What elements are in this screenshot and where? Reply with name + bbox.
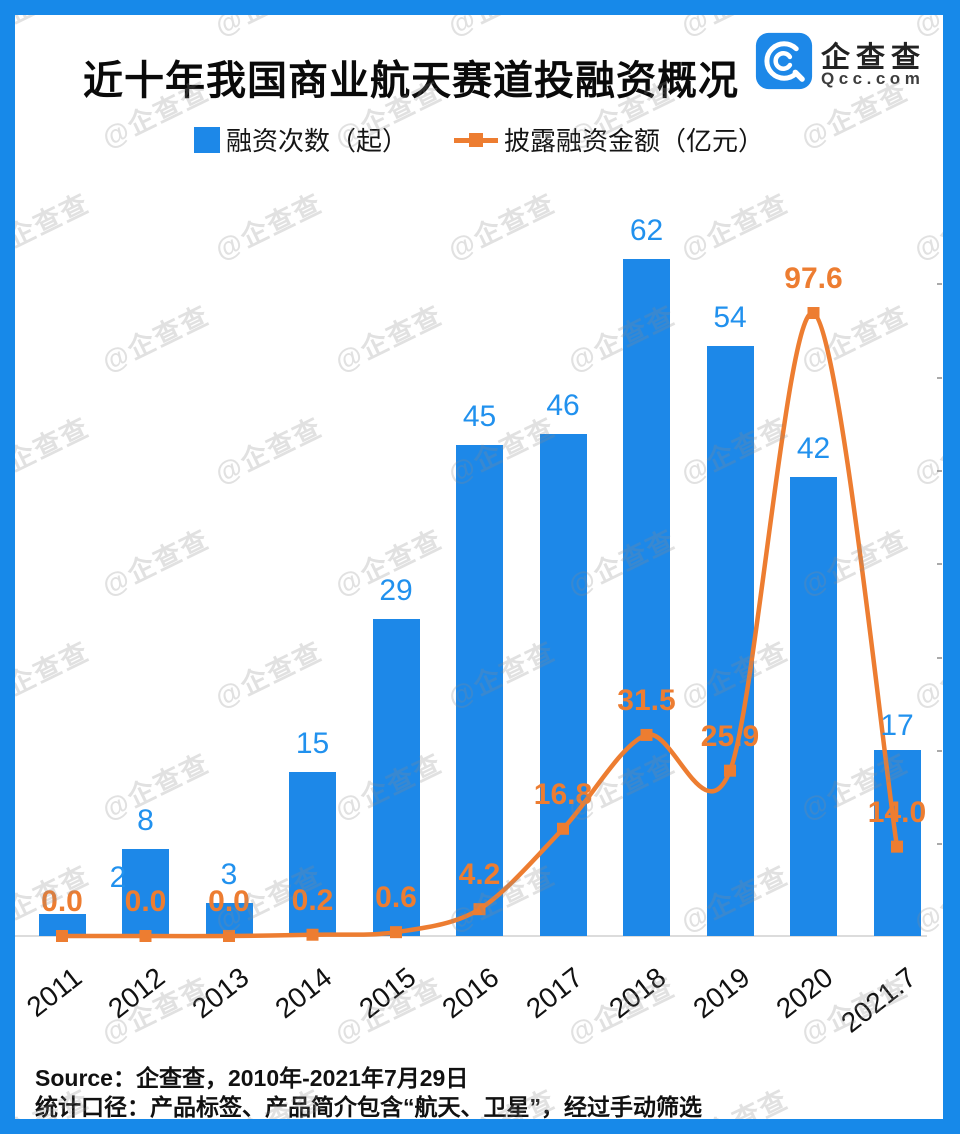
- bar-value-2015: 29: [379, 574, 413, 608]
- chart-card: 近十年我国商业航天赛道投融资概况 企查查 Qcc.com 融资次数（起） 披露融…: [15, 15, 943, 1119]
- line-value-2017: 16.8: [533, 777, 593, 811]
- chart-plot-area: 2 8 3 15 29 45 46 62 54 42 17 0.0 0.0 0.0 0.2 0.6 4.2 16.…: [15, 15, 943, 1119]
- bar-value-2020: 42: [796, 432, 831, 466]
- x-axis-label-2021.7: 2021.7: [835, 961, 923, 1039]
- x-axis-label-2018: 2018: [603, 961, 672, 1025]
- bar-series-label: 融资次数（起）: [225, 126, 408, 156]
- line-value-2013: 0.0: [208, 885, 250, 918]
- qcc-brand-name: 企查查: [821, 42, 927, 74]
- x-axis-label-2015: 2015: [353, 961, 422, 1025]
- line-marker-2020: [807, 307, 820, 320]
- line-value-2015: 0.6: [375, 881, 417, 915]
- bar-value-2018: 62: [629, 213, 664, 247]
- bar-value-2012: 8: [137, 803, 154, 837]
- right-axis-tick: [937, 843, 942, 845]
- x-axis-label-2019: 2019: [687, 961, 756, 1025]
- line-value-2014: 0.2: [291, 883, 334, 917]
- legend-item-bar: 融资次数（起）: [193, 121, 408, 158]
- qcc-logo: 企查查 Qcc.com: [755, 32, 925, 94]
- right-axis-tick: [937, 377, 942, 379]
- bar-2020: [790, 477, 837, 936]
- x-axis-label-2011: 2011: [20, 961, 88, 1023]
- bar-2019: [706, 346, 754, 936]
- bar-value-2021.7: 17: [880, 709, 914, 743]
- x-axis-label-2020: 2020: [770, 961, 839, 1025]
- line-value-2019: 25.9: [700, 719, 760, 753]
- x-axis-label-2014: 2014: [269, 961, 338, 1025]
- bar-2021.7: [873, 750, 921, 936]
- page-title: 近十年我国商业航天赛道投融资概况: [83, 59, 739, 103]
- right-axis-tick: [937, 563, 942, 565]
- line-value-2016: 4.2: [458, 858, 501, 892]
- line-value-2011: 0.0: [41, 885, 83, 918]
- bar-value-2011: 2: [109, 861, 127, 895]
- source-note: Source：企查查，2010年-2021年7月29日: [35, 1065, 469, 1091]
- line-series-marker-icon: [454, 127, 498, 153]
- line-series-label: 披露融资金额（亿元）: [504, 126, 765, 156]
- line-value-2018: 31.5: [617, 683, 676, 717]
- right-axis-tick: [937, 283, 942, 285]
- x-axis-label-2017: 2017: [520, 961, 589, 1025]
- bar-value-2019: 54: [713, 301, 747, 335]
- chart-legend: 融资次数（起） 披露融资金额（亿元）: [15, 121, 943, 158]
- legend-item-line: 披露融资金额（亿元）: [454, 121, 764, 158]
- bar-2018: [623, 258, 670, 936]
- line-value-2012: 0.0: [124, 885, 167, 918]
- caliber-note: 统计口径：产品标签、产品简介包含“航天、卫星”，经过手动筛选: [35, 1094, 702, 1119]
- x-axis-label-2016: 2016: [436, 961, 505, 1025]
- bar-2017: [539, 433, 587, 936]
- right-axis-tick: [937, 470, 942, 472]
- qcc-brand-domain: Qcc.com: [821, 69, 925, 88]
- right-axis-tick: [937, 750, 942, 752]
- qcc-logo-icon: [755, 32, 813, 90]
- bar-value-2014: 15: [295, 727, 330, 761]
- bar-value-2013: 3: [220, 858, 238, 892]
- x-axis-label-2013: 2013: [186, 961, 255, 1025]
- bar-value-2017: 46: [546, 388, 580, 422]
- line-value-2021.7: 14.0: [867, 795, 927, 829]
- bar-series-swatch-icon: [193, 126, 220, 153]
- line-value-2020: 97.6: [784, 262, 843, 296]
- x-axis-label-2012: 2012: [102, 961, 171, 1025]
- bar-value-2016: 45: [462, 399, 497, 433]
- right-axis-tick: [937, 657, 942, 659]
